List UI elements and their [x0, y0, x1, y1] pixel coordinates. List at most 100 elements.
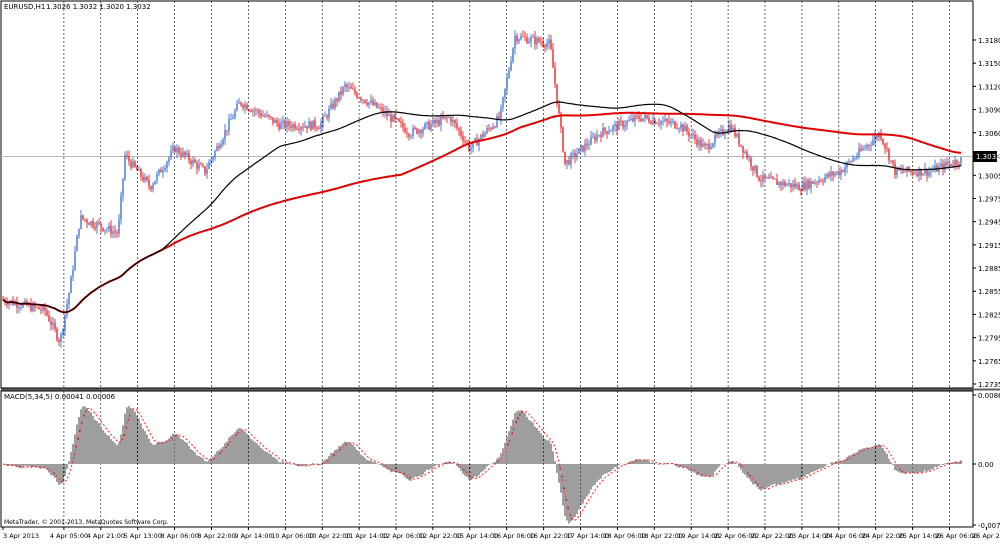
candle-body — [318, 128, 320, 130]
candle-body — [850, 161, 852, 163]
candle-body — [706, 144, 708, 146]
candle-body — [152, 184, 154, 190]
candle-body — [176, 147, 178, 153]
candle-body — [346, 84, 348, 88]
candle-body — [748, 158, 750, 159]
candle-body — [874, 135, 876, 140]
candle-body — [100, 223, 102, 228]
candle-body — [470, 147, 472, 150]
candle-body — [928, 171, 930, 176]
time-tick-label: 11 Apr 14:00 — [345, 532, 387, 540]
candle-body — [942, 163, 944, 170]
candle-body — [468, 142, 470, 150]
candle-body — [46, 310, 48, 316]
candle-body — [616, 124, 618, 130]
candle-body — [66, 304, 68, 315]
candle-body — [128, 156, 130, 162]
candle-body — [58, 339, 60, 343]
copyright-text: MetaTrader, © 2001-2013, MetaQuotes Soft… — [4, 519, 169, 526]
candle-body — [824, 177, 826, 182]
candle-body — [276, 120, 278, 124]
candle-body — [882, 139, 884, 144]
candle-body — [816, 182, 818, 184]
candle-body — [890, 160, 892, 162]
candle-body — [640, 118, 642, 121]
candle-body — [852, 158, 854, 162]
candle-body — [246, 104, 248, 110]
candle-body — [368, 102, 370, 105]
price-pane[interactable]: EURUSD,H1 1.3026 1.3032 1.3020 1.3032 — [0, 0, 974, 389]
candle-body — [280, 123, 282, 129]
candle-body — [494, 126, 496, 128]
candle-body — [864, 147, 866, 149]
ohlc-values: 1.3026 1.3032 1.3020 1.3032 — [46, 3, 151, 11]
price-axis[interactable]: 1.31801.31501.31201.30901.30601.30301.30… — [973, 37, 1000, 389]
time-tick-label: 10 Apr 06:00 — [271, 532, 313, 540]
candle-body — [390, 114, 392, 122]
candle-body — [104, 229, 106, 232]
candle-body — [698, 139, 700, 146]
candle-body — [518, 39, 520, 42]
candle-body — [940, 163, 942, 167]
time-axis[interactable]: 3 Apr 2013 4 Apr 05:004 Apr 21:005 Apr 13… — [2, 527, 1000, 540]
candle-body — [94, 226, 96, 229]
candle-body — [910, 171, 912, 172]
candle-body — [270, 116, 272, 118]
candle-body — [452, 120, 454, 123]
time-tick-label: 15 Apr 14:00 — [456, 532, 498, 540]
candle-body — [394, 115, 396, 119]
candle-body — [196, 162, 198, 169]
candle-body — [284, 120, 286, 128]
candle-body — [422, 129, 424, 134]
candle-body — [212, 157, 214, 160]
candle-body — [294, 124, 296, 129]
candle-body — [822, 181, 824, 183]
candle-body — [680, 124, 682, 129]
candle-body — [90, 221, 92, 225]
candle-body — [922, 173, 924, 176]
candle-body — [662, 120, 664, 122]
candle-body — [948, 163, 950, 165]
candle-body — [644, 115, 646, 119]
candle-body — [620, 120, 622, 122]
fast-moving-average-line — [2, 101, 962, 313]
candle-body — [38, 307, 40, 310]
candle-body — [220, 144, 222, 149]
candle-body — [730, 124, 732, 132]
candle-body — [908, 166, 910, 172]
candle-body — [946, 162, 948, 165]
candle-body — [234, 110, 236, 118]
candle-body — [240, 102, 242, 105]
vertical-grid-price — [63, 1, 950, 388]
candle-body — [278, 123, 280, 129]
time-tick-label: 10 Apr 22:00 — [308, 532, 350, 540]
time-tick-label: 3 Apr 2013 — [3, 532, 39, 540]
candle-body — [170, 150, 172, 158]
candle-body — [932, 170, 934, 172]
candle-body — [504, 88, 506, 98]
candle-body — [514, 36, 516, 49]
candle-body — [32, 303, 34, 311]
candle-body — [268, 114, 270, 117]
candle-body — [350, 86, 352, 89]
candle-body — [592, 136, 594, 138]
candle-body — [118, 219, 120, 234]
candle-body — [86, 219, 88, 224]
candle-body — [814, 182, 816, 184]
candle-body — [328, 108, 330, 118]
candle-body — [360, 98, 362, 101]
candle-body — [224, 130, 226, 140]
candle-body — [464, 141, 466, 142]
candle-body — [178, 147, 180, 154]
macd-pane[interactable]: MACD(5,34,5) 0.00041 0.00006 MetaTrader,… — [0, 390, 974, 528]
candle-body — [704, 143, 706, 146]
candle-body — [484, 132, 486, 137]
candle-body — [856, 155, 858, 159]
candle-body — [570, 153, 572, 165]
candle-body — [392, 115, 394, 122]
candle-body — [288, 121, 290, 126]
candle-body — [544, 45, 546, 48]
candle-body — [758, 176, 760, 181]
candle-body — [672, 121, 674, 123]
